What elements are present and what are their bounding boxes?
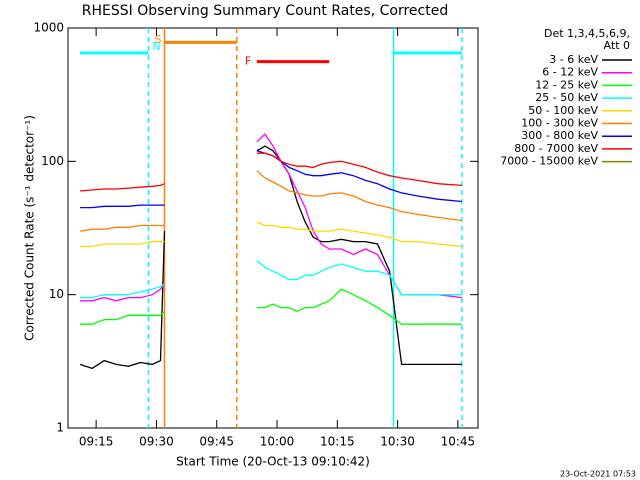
legend-label: 7000 - 15000 keV: [500, 155, 598, 168]
data-line: [79, 170, 462, 232]
timestamp: 23-Oct-2021 07:53: [560, 470, 636, 479]
marker-label: N: [152, 40, 160, 53]
marker-label: S: [154, 33, 161, 46]
x-tick-label: 10:30: [380, 435, 415, 449]
legend-label: 12 - 25 keV: [535, 78, 598, 91]
x-tick-label: 09:15: [79, 435, 114, 449]
y-tick-label: 10: [49, 287, 64, 301]
data-line: [80, 133, 462, 302]
legend-label: 100 - 300 keV: [521, 117, 598, 130]
legend-label: 300 - 800 keV: [521, 129, 598, 142]
legend-label: 800 - 7000 keV: [514, 142, 598, 155]
legend-label: 25 - 50 keV: [535, 91, 598, 104]
flag-label: F: [245, 55, 251, 68]
chart-title: RHESSI Observing Summary Count Rates, Co…: [82, 3, 448, 19]
data-line: [80, 221, 462, 248]
x-tick-label: 10:00: [260, 435, 295, 449]
plot-frame: [67, 27, 479, 429]
data-line: [80, 260, 462, 299]
legend-label: 3 - 6 keV: [549, 53, 598, 66]
x-tick-label: 10:15: [320, 435, 355, 449]
y-tick-label: 100: [41, 154, 64, 168]
x-axis-label: Start Time (20-Oct-13 09:10:42): [176, 455, 370, 469]
y-tick-label: 1: [56, 421, 64, 435]
x-tick-label: 09:45: [199, 435, 234, 449]
data-line: [79, 145, 462, 370]
y-tick-label: 1000: [33, 21, 64, 35]
legend-label: 6 - 12 keV: [542, 66, 598, 79]
data-line: [80, 288, 462, 325]
data-line: [80, 152, 462, 192]
data-line: [80, 150, 462, 209]
legend-header: Det 1,3,4,5,6,9,: [544, 27, 630, 40]
plot-area: [79, 28, 463, 428]
x-tick-label: 09:30: [139, 435, 174, 449]
x-tick-label: 10:45: [441, 435, 476, 449]
legend-header: Att 0: [604, 39, 630, 52]
legend-label: 50 - 100 keV: [528, 104, 598, 117]
y-axis-label: Corrected Count Rate (s⁻¹ detector⁻¹): [23, 115, 37, 341]
